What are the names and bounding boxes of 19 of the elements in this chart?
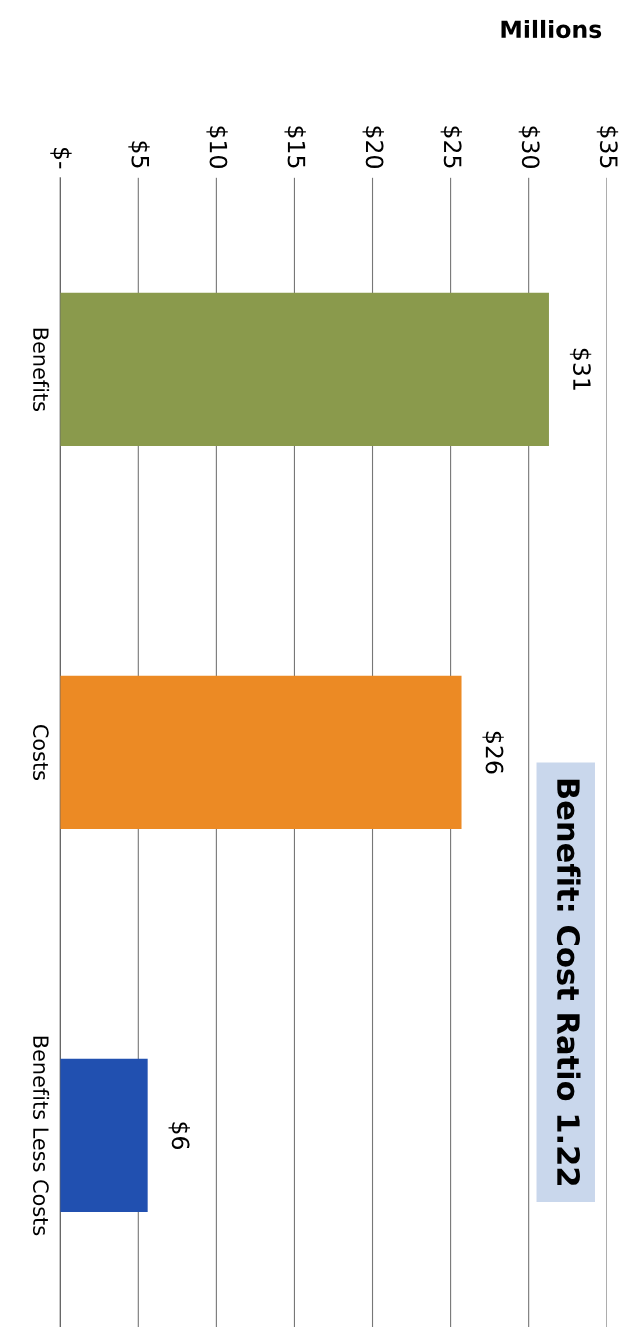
x-tick-label: $20 <box>362 126 384 168</box>
x-tick-label: $15 <box>284 126 306 168</box>
x-axis-title: Millions <box>501 19 602 39</box>
bar <box>60 1058 148 1213</box>
data-label: $31 <box>569 348 592 390</box>
y-tick-label: Costs <box>32 724 49 780</box>
x-tick-label: $5 <box>128 141 150 168</box>
x-tick-label: $10 <box>206 126 228 168</box>
x-tick-label: $30 <box>518 126 541 168</box>
y-tick-label: Benefits Less Costs <box>32 1036 50 1236</box>
x-tick-label: $35 <box>596 126 619 168</box>
data-label: $6 <box>168 1122 190 1150</box>
annotation: Benefit: Cost Ratio 1.22 <box>556 779 581 1185</box>
data-label: $26 <box>482 731 504 774</box>
bar <box>60 292 549 446</box>
x-tick-label: $- <box>50 147 72 169</box>
y-tick-label: Benefits <box>32 328 50 411</box>
bar <box>60 675 462 830</box>
x-tick-label: $25 <box>440 126 463 168</box>
